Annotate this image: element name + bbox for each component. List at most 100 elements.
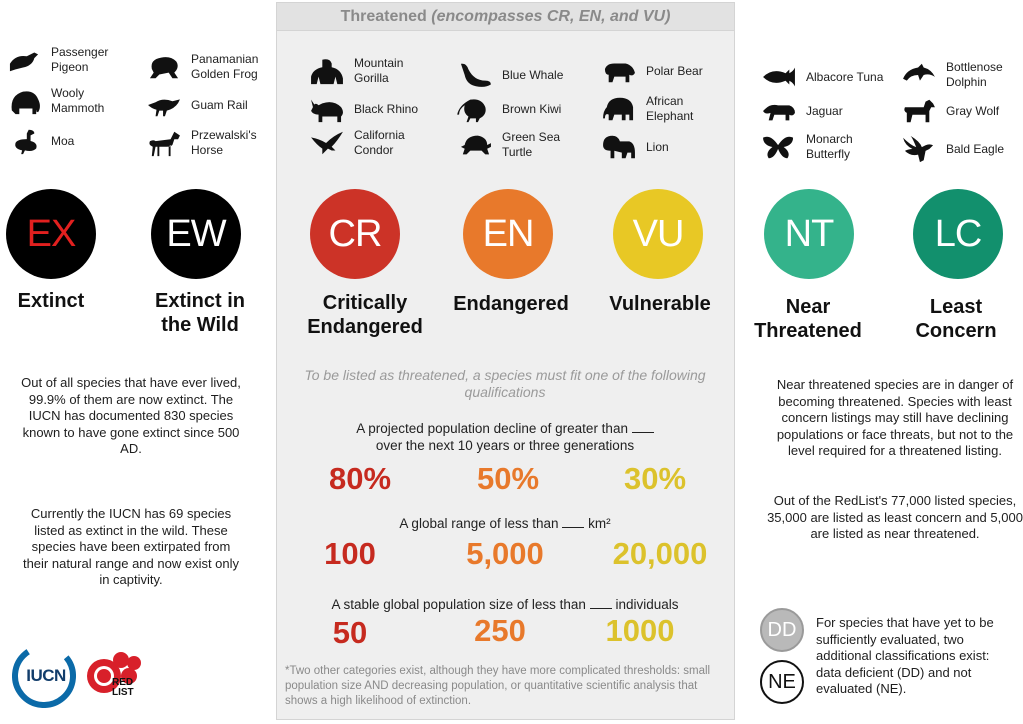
criterion-decline-text-2: over the next 10 years or three generati… xyxy=(375,438,635,453)
whale-icon xyxy=(456,60,494,90)
population-cr-value: 50 xyxy=(332,615,368,650)
animal-lion: Lion xyxy=(600,132,669,162)
range-en-value: 5,000 xyxy=(466,536,544,571)
cr-code: CR xyxy=(328,212,383,255)
animal-mountain-gorilla: Mountain Gorilla xyxy=(308,56,403,86)
dd-code: DD xyxy=(767,618,797,641)
nt-code: NT xyxy=(784,212,835,255)
animal-bottlenose-dolphin: Bottlenose Dolphin xyxy=(900,60,1003,90)
label-critically-endangered: Critically Endangered xyxy=(307,292,423,338)
range-vu-value: 20,000 xyxy=(612,536,708,571)
ew-circle: EW xyxy=(151,189,241,279)
redlist-logo-text-1: RED xyxy=(112,677,134,688)
redlist-logo: RED LIST xyxy=(86,648,146,708)
ew-code: EW xyxy=(166,212,226,255)
animal-albacore-tuna: Albacore Tuna xyxy=(760,62,883,92)
population-vu-value: 1000 xyxy=(605,613,675,648)
label-near-threatened: Near Threatened xyxy=(754,296,862,342)
ne-code: NE xyxy=(768,670,796,693)
animal-moa: Moa xyxy=(5,126,74,156)
turtle-icon xyxy=(456,130,494,160)
rail-bird-icon xyxy=(145,90,183,120)
animal-name: African Elephant xyxy=(646,94,694,123)
animal-california-condor: California Condor xyxy=(308,128,405,158)
animal-przewalskis-horse: Przewalski's Horse xyxy=(145,128,257,158)
threatened-panel: Threatened (encompasses CR, EN, and VU) xyxy=(276,2,735,720)
label-least-concern: Least Concern xyxy=(915,296,997,342)
animal-blue-whale: Blue Whale xyxy=(456,60,563,90)
threatened-intro: To be listed as threatened, a species mu… xyxy=(304,367,706,400)
animal-panamanian-golden-frog: Panamanian Golden Frog xyxy=(145,52,258,82)
bear-icon xyxy=(600,56,638,86)
criterion-population-text: A stable global population size of less … xyxy=(331,597,586,612)
animal-name: Passenger Pigeon xyxy=(51,45,109,74)
decline-vu-value: 30% xyxy=(623,461,687,496)
criterion-population: A stable global population size of less … xyxy=(300,596,710,613)
near-threatened-paragraph: Near threatened species are in danger of… xyxy=(776,377,1014,458)
animal-african-elephant: African Elephant xyxy=(600,94,693,124)
animal-name: Wooly Mammoth xyxy=(51,86,105,115)
animal-name: California Condor xyxy=(354,128,405,157)
animal-bald-eagle: Bald Eagle xyxy=(900,134,1004,164)
moa-icon xyxy=(5,126,43,156)
gorilla-icon xyxy=(308,56,346,86)
other-classifications-text: For species that have yet to be sufficie… xyxy=(816,615,994,696)
lion-icon xyxy=(600,132,638,162)
decline-en-value: 50% xyxy=(476,461,540,496)
threatened-header: Threatened (encompasses CR, EN, and VU) xyxy=(277,3,734,31)
animal-name: Lion xyxy=(646,139,669,154)
condor-icon xyxy=(308,128,346,158)
animal-name: Polar Bear xyxy=(646,63,703,78)
animal-name: Bald Eagle xyxy=(946,141,1005,156)
tuna-icon xyxy=(760,62,798,92)
threatened-footnote: *Two other categories exist, although th… xyxy=(285,665,711,707)
label-extinct-in-wild: Extinct in the Wild xyxy=(154,290,245,336)
threatened-subtitle: (encompasses CR, EN, and VU) xyxy=(431,8,671,25)
animal-name: Albacore Tuna xyxy=(806,69,884,84)
lc-code: LC xyxy=(934,212,983,255)
mammoth-icon xyxy=(5,86,43,116)
animal-gray-wolf: Gray Wolf xyxy=(900,96,999,126)
extinct-in-wild-paragraph: Currently the IUCN has 69 species listed… xyxy=(22,506,240,587)
animal-name: Mountain Gorilla xyxy=(354,56,404,85)
redlist-logo-text-2: LIST xyxy=(112,687,134,698)
rhino-icon xyxy=(308,94,346,124)
range-cr-value: 100 xyxy=(324,536,376,571)
iucn-logo-text: IUCN xyxy=(26,666,66,685)
animal-name: Gray Wolf xyxy=(946,103,1000,118)
animal-name: Blue Whale xyxy=(502,67,564,82)
iucn-logo: IUCN xyxy=(12,644,76,708)
jaguar-icon xyxy=(760,96,798,126)
vu-circle: VU xyxy=(613,189,703,279)
kiwi-icon xyxy=(456,94,494,124)
animal-name: Bottlenose Dolphin xyxy=(946,60,1003,89)
animal-brown-kiwi: Brown Kiwi xyxy=(456,94,561,124)
animal-monarch-butterfly: Monarch Butterfly xyxy=(760,132,853,162)
animal-name: Guam Rail xyxy=(191,97,248,112)
animal-passenger-pigeon: Passenger Pigeon xyxy=(5,45,108,75)
frog-icon xyxy=(145,52,183,82)
label-endangered: Endangered xyxy=(453,293,569,315)
label-extinct: Extinct xyxy=(17,290,85,312)
animal-name: Moa xyxy=(51,133,75,148)
animal-name: Monarch Butterfly xyxy=(806,132,853,161)
animal-name: Panamanian Golden Frog xyxy=(191,52,259,81)
decline-cr-value: 80% xyxy=(328,461,392,496)
animal-name: Green Sea Turtle xyxy=(502,130,561,159)
en-code: EN xyxy=(482,212,535,255)
ex-code: EX xyxy=(26,212,77,255)
criterion-range-unit: km² xyxy=(588,516,611,531)
eagle-icon xyxy=(900,134,938,164)
pigeon-icon xyxy=(5,45,43,75)
animal-jaguar: Jaguar xyxy=(760,96,843,126)
criterion-decline-text: A projected population decline of greate… xyxy=(356,421,628,436)
animal-wooly-mammoth: Wooly Mammoth xyxy=(5,86,104,116)
animal-name: Brown Kiwi xyxy=(502,101,562,116)
animal-green-sea-turtle: Green Sea Turtle xyxy=(456,130,560,160)
animal-name: Przewalski's Horse xyxy=(191,128,257,157)
butterfly-icon xyxy=(760,132,798,162)
nt-circle: NT xyxy=(764,189,854,279)
criterion-range: A global range of less than km² xyxy=(300,515,710,532)
animal-name: Black Rhino xyxy=(354,101,419,116)
criterion-population-unit: individuals xyxy=(615,597,679,612)
